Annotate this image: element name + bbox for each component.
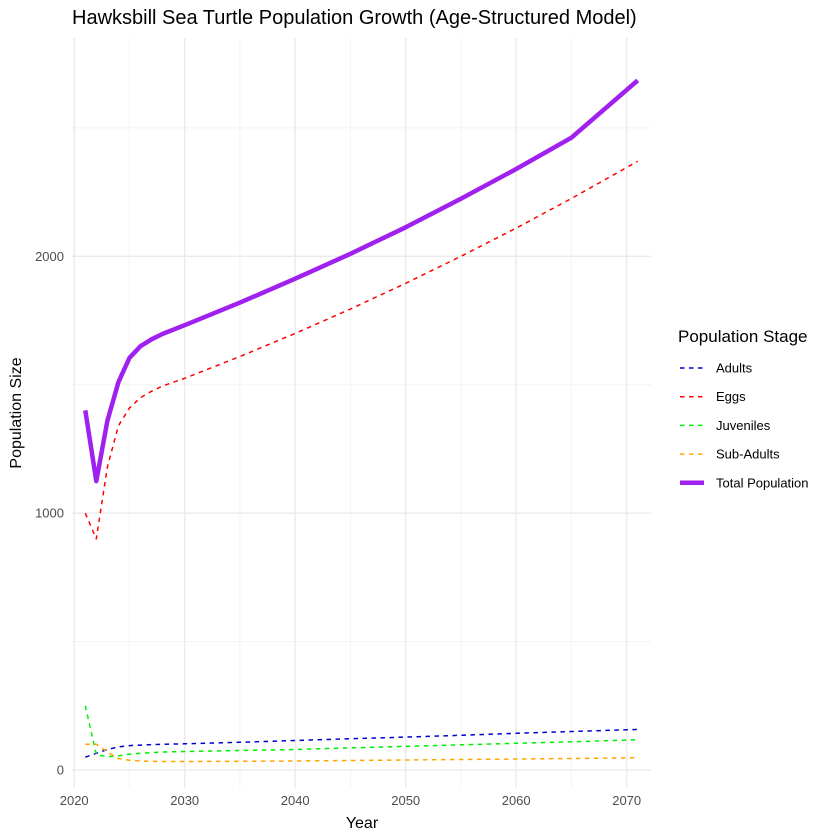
y-axis-label: Population Size bbox=[8, 357, 25, 468]
y-tick-label: 0 bbox=[57, 763, 64, 778]
legend-label: Juveniles bbox=[716, 418, 771, 433]
grid bbox=[72, 38, 651, 788]
axes: 2020 2030 2040 2050 2060 2070 0 1000 2000 bbox=[35, 249, 641, 808]
y-tick-label: 1000 bbox=[35, 506, 64, 521]
legend-label: Sub-Adults bbox=[716, 447, 780, 462]
x-axis-label: Year bbox=[346, 815, 379, 832]
series-line-juveniles bbox=[84, 705, 638, 758]
x-tick-label: 2060 bbox=[502, 793, 531, 808]
chart-title: Hawksbill Sea Turtle Population Growth (… bbox=[72, 7, 637, 29]
legend-label: Total Population bbox=[716, 475, 809, 490]
legend-title: Population Stage bbox=[678, 327, 808, 346]
series-line-sub-adults bbox=[85, 743, 638, 763]
y-tick-label: 2000 bbox=[35, 249, 64, 264]
x-tick-label: 2050 bbox=[391, 793, 420, 808]
x-tick-label: 2070 bbox=[612, 793, 641, 808]
series-line-total-population bbox=[83, 78, 640, 484]
x-tick-label: 2020 bbox=[60, 793, 89, 808]
series-lines bbox=[83, 78, 640, 763]
x-tick-label: 2030 bbox=[170, 793, 199, 808]
legend: Population Stage Adults Eggs Juveniles Sub-… bbox=[678, 327, 809, 490]
series-line-eggs bbox=[84, 160, 639, 540]
legend-label: Eggs bbox=[716, 389, 746, 404]
legend-label: Adults bbox=[716, 361, 753, 376]
x-tick-label: 2040 bbox=[281, 793, 310, 808]
series-line-adults bbox=[85, 728, 638, 758]
